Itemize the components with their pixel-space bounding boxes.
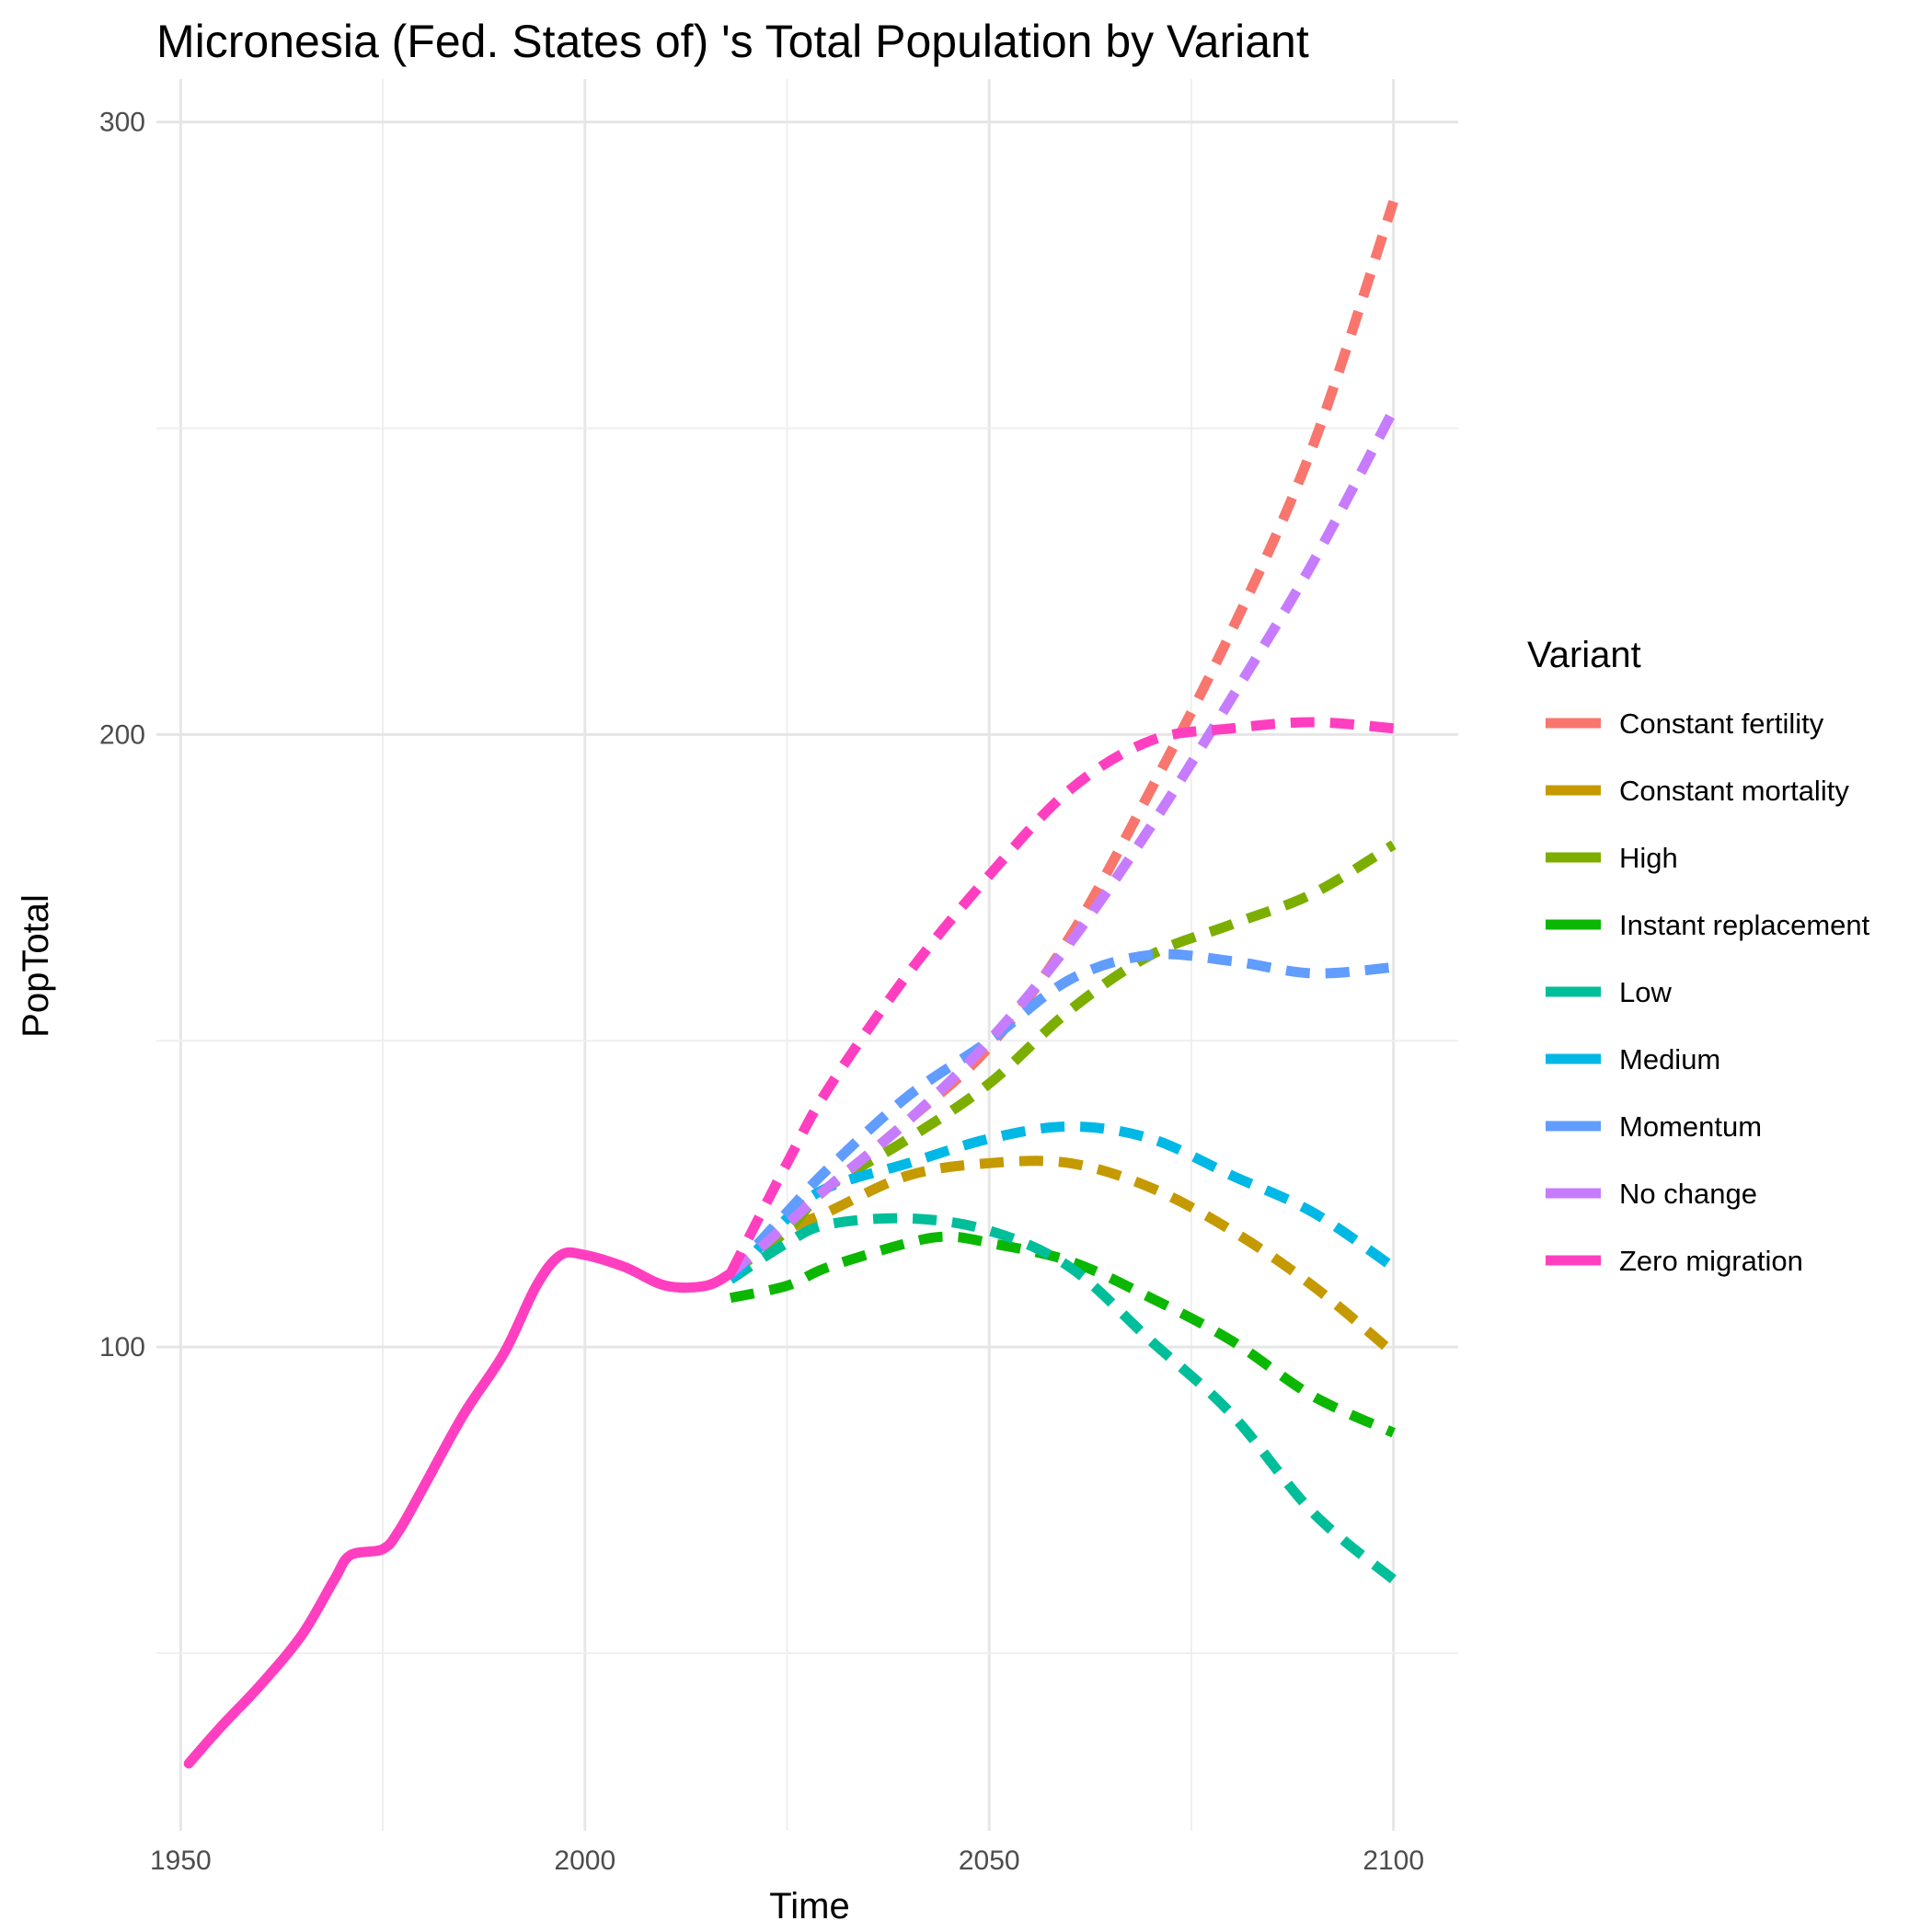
grid [156, 79, 1458, 1831]
series-line-zero-migration [726, 717, 1395, 1276]
legend-label-instant-replacement: Instant replacement [1619, 909, 1870, 941]
series-lines [183, 200, 1398, 1769]
x-axis-title: Time [769, 1886, 849, 1926]
legend-label-constant-mortality: Constant mortality [1619, 775, 1849, 807]
legend: Variant Constant fertility Constant morta… [1527, 635, 1870, 1277]
legend-label-constant-fertility: Constant fertility [1619, 707, 1824, 740]
y-tick-label: 200 [99, 719, 145, 750]
series-line-medium [726, 1121, 1397, 1283]
y-tick-labels: 100 200 300 [99, 108, 145, 1363]
x-tick-label: 2050 [959, 1846, 1020, 1876]
y-tick-label: 300 [99, 108, 145, 138]
historical-line [183, 1247, 736, 1769]
x-tick-labels: 1950 2000 2050 2100 [150, 1846, 1424, 1876]
legend-label-no-change: No change [1619, 1178, 1757, 1210]
x-tick-label: 1950 [150, 1846, 212, 1876]
legend-label-momentum: Momentum [1619, 1110, 1762, 1143]
series-line-momentum [726, 949, 1395, 1277]
legend-label-zero-migration: Zero migration [1619, 1245, 1803, 1277]
y-tick-label: 100 [99, 1332, 145, 1363]
chart-title: Micronesia (Fed. States of) 's Total Pop… [156, 16, 1309, 67]
series-line-instant-replacement [729, 1231, 1396, 1438]
legend-label-medium: Medium [1619, 1043, 1720, 1075]
legend-label-low: Low [1619, 976, 1672, 1008]
series-line-constant-fertility [727, 200, 1398, 1278]
legend-title: Variant [1527, 635, 1641, 675]
series-line-constant-mortality [727, 1156, 1397, 1357]
series-line-low [728, 1213, 1397, 1584]
x-tick-label: 2000 [554, 1846, 615, 1876]
y-axis-title: PopTotal [16, 894, 56, 1038]
series-line-no-change [727, 407, 1398, 1278]
legend-label-high: High [1619, 842, 1678, 874]
x-tick-label: 2100 [1363, 1846, 1424, 1876]
